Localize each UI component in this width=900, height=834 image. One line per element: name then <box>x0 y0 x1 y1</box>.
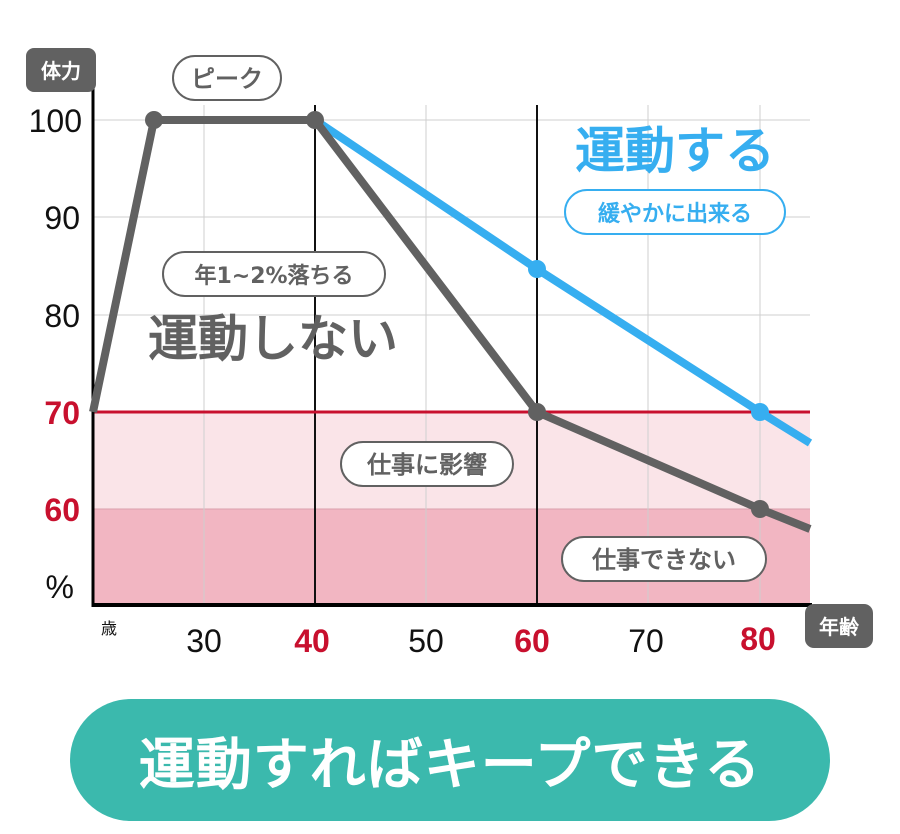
x-tick-70: 70 <box>628 623 664 659</box>
y-tick-80: 80 <box>44 298 80 334</box>
decline-label: 年1~2%落ちる <box>194 263 353 289</box>
y-tick-100: 100 <box>29 103 82 139</box>
work-impact-pill <box>340 441 514 487</box>
x-tick-40: 40 <box>294 623 330 659</box>
gentle-pill <box>564 189 786 235</box>
y-unit-percent: % <box>46 569 74 605</box>
peak-label: ピーク <box>191 65 263 93</box>
x-tick-60: 60 <box>514 623 550 659</box>
no-exercise-markers <box>145 111 769 518</box>
physical-strength-chart: 体力 100 90 80 70 60 % 歳 30 40 50 60 70 80… <box>26 48 873 659</box>
decline-pill <box>162 251 386 297</box>
y-axis-badge <box>26 48 96 92</box>
series-exercise-line <box>312 116 813 447</box>
exercise-markers <box>528 260 769 421</box>
gentle-label: 緩やかに出来る <box>598 201 752 227</box>
exercise-heading: 運動する <box>575 122 775 180</box>
x-tick-80: 80 <box>740 621 776 657</box>
x-tick-50: 50 <box>408 623 444 659</box>
keep-fit-banner-text: 運動すればキープできる <box>138 732 762 798</box>
x-axis-badge-text: 年齢 <box>819 615 860 639</box>
cannot-work-pill <box>561 536 767 582</box>
y-axis-badge-text: 体力 <box>41 59 81 83</box>
x-tick-30: 30 <box>186 623 222 659</box>
y-tick-90: 90 <box>44 200 80 236</box>
peak-pill <box>172 55 282 101</box>
no-exercise-heading: 運動しない <box>148 310 398 368</box>
vertical-marker-lines <box>314 105 538 605</box>
y-tick-60: 60 <box>44 492 80 528</box>
work-impact-label: 仕事に影響 <box>366 451 487 479</box>
keep-fit-banner: 運動すればキープできる <box>70 699 830 821</box>
x-axis-badge <box>805 604 873 648</box>
cannot-work-label: 仕事できない <box>591 546 736 574</box>
y-tick-70: 70 <box>44 395 80 431</box>
x-unit-age: 歳 <box>101 619 117 638</box>
